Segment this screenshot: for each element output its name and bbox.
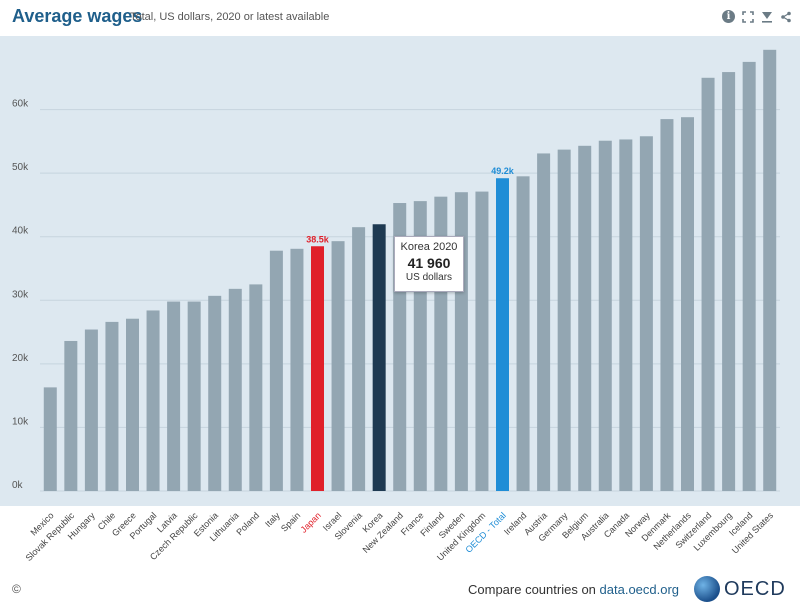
chart-footer: © Compare countries on data.oecd.org OEC… (0, 570, 800, 610)
y-tick-label: 0k (12, 480, 24, 491)
bar (43, 387, 57, 491)
bar (578, 145, 592, 492)
bar (496, 178, 509, 491)
bar (352, 227, 366, 491)
toolbar-icons: i (722, 10, 792, 23)
bar (701, 77, 715, 492)
y-tick-label: 60k (12, 99, 29, 110)
oecd-logo[interactable]: OECD (694, 576, 786, 602)
tooltip-value: 41 960 (407, 255, 451, 271)
data-oecd-link[interactable]: data.oecd.org (599, 582, 680, 597)
x-tick-label: Spain (279, 510, 302, 533)
bar (537, 153, 551, 491)
bar (742, 61, 756, 492)
bar (660, 119, 674, 491)
bar (146, 310, 160, 491)
fullscreen-icon[interactable] (741, 10, 754, 23)
y-tick-label: 10k (12, 416, 29, 427)
bar (763, 49, 777, 492)
bar (84, 329, 98, 491)
x-tick-label: Japan (298, 510, 322, 534)
download-icon[interactable] (760, 10, 773, 23)
oecd-logo-text: OECD (724, 577, 786, 600)
bar (331, 241, 345, 491)
bar (249, 284, 263, 491)
y-tick-label: 30k (12, 289, 29, 300)
chart-header: Average wages Total, US dollars, 2020 or… (0, 0, 800, 36)
oecd-globe-icon (694, 576, 720, 602)
y-tick-label: 40k (12, 226, 29, 237)
y-tick-label: 50k (12, 162, 29, 173)
copyright-mark: © (12, 582, 21, 596)
tooltip-unit: US dollars (405, 272, 453, 283)
bar (269, 250, 283, 491)
bar (722, 72, 736, 492)
y-tick-label: 20k (12, 353, 29, 364)
share-icon[interactable] (779, 10, 792, 23)
bar (126, 318, 139, 491)
bar (228, 288, 242, 491)
bar (372, 224, 386, 492)
bar (619, 139, 633, 491)
compare-prefix: Compare countries on (468, 582, 596, 597)
compare-text: Compare countries on data.oecd.org (468, 582, 679, 597)
bar (516, 176, 530, 492)
bar (105, 321, 119, 491)
data-label: 38.5k (306, 234, 330, 244)
bar (598, 140, 612, 491)
bar (208, 295, 222, 491)
bar (167, 301, 181, 491)
x-tick-label: Poland (234, 510, 261, 537)
data-label: 49.2k (491, 166, 515, 176)
bar (557, 149, 571, 491)
korea-tooltip: Korea 2020 41 960 US dollars (394, 236, 464, 292)
bar (475, 191, 489, 492)
tooltip-label: Korea 2020 (400, 241, 458, 253)
bar (639, 136, 653, 491)
bar (681, 117, 694, 491)
chart-title: Average wages (12, 6, 143, 26)
bar (290, 248, 304, 491)
chart-subtitle: Total, US dollars, 2020 or latest availa… (130, 11, 330, 23)
bar (187, 301, 201, 491)
bar (311, 246, 324, 491)
bar (64, 340, 78, 491)
info-icon[interactable]: i (722, 10, 735, 23)
